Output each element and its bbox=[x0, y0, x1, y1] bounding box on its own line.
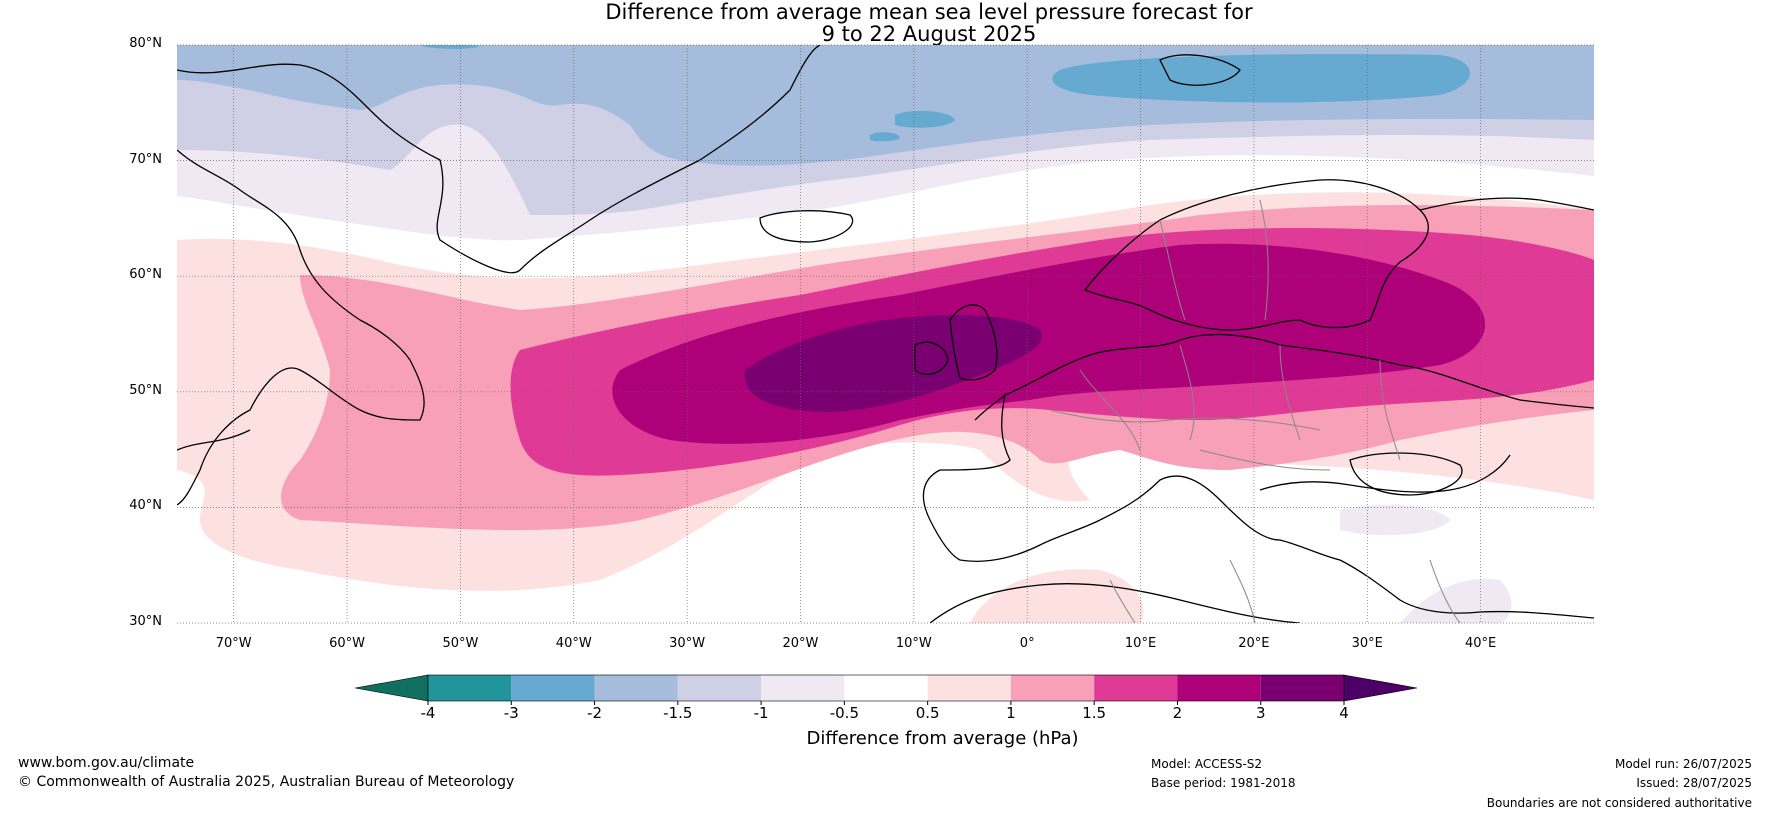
colorbar-swatch bbox=[1260, 675, 1344, 701]
colorbar-swatch bbox=[844, 675, 928, 701]
contour-neg-20d bbox=[420, 45, 480, 49]
disclaimer-text: Boundaries are not considered authoritat… bbox=[1486, 796, 1752, 810]
lat-tick-label: 60°N bbox=[129, 267, 162, 283]
model-text: Model: ACCESS-S2 bbox=[1151, 757, 1263, 771]
lon-tick-label: 10°W bbox=[895, 636, 932, 651]
colorbar-tick-label: -4 bbox=[420, 704, 436, 722]
colorbar-tick-label: -2 bbox=[587, 704, 603, 722]
colorbar-tick-label: 4 bbox=[1339, 704, 1349, 722]
colorbar-tick-label: 2 bbox=[1172, 704, 1183, 722]
colorbar-tick-label: -0.5 bbox=[829, 704, 859, 722]
contour-neg-20 bbox=[1052, 53, 1470, 103]
website-text: www.bom.gov.au/climate bbox=[18, 755, 195, 771]
lon-tick-label: 0° bbox=[1019, 636, 1035, 651]
lon-tick-label: 30°W bbox=[669, 636, 706, 651]
colorbar-label: Difference from average (hPa) bbox=[806, 728, 1079, 749]
lon-tick-label: 10°E bbox=[1124, 636, 1157, 651]
colorbar-swatch bbox=[1177, 675, 1261, 701]
lon-tick-label: 40°E bbox=[1464, 636, 1497, 651]
colorbar-tick-label: 0.5 bbox=[915, 704, 940, 722]
colorbar-swatch bbox=[428, 675, 512, 701]
colorbar-tick-label: -1.5 bbox=[663, 704, 693, 722]
colorbar-min-extend bbox=[354, 674, 429, 702]
colorbar-tick-label: 1 bbox=[1006, 704, 1016, 722]
issued-text: Issued: 28/07/2025 bbox=[1636, 776, 1752, 790]
country-borders bbox=[1049, 199, 1461, 623]
contour-neg-20c bbox=[870, 132, 900, 142]
lon-tick-label: 50°W bbox=[442, 636, 479, 651]
colorbar-swatch bbox=[927, 675, 1011, 701]
copyright-text: © Commonwealth of Australia 2025, Austra… bbox=[18, 774, 515, 790]
colorbar-swatch bbox=[594, 675, 678, 701]
map-title: Difference from average mean sea level p… bbox=[605, 0, 1253, 24]
map-subtitle: 9 to 22 August 2025 bbox=[821, 22, 1037, 46]
lon-tick-label: 20°E bbox=[1238, 636, 1270, 651]
contour-neg-05-med bbox=[1340, 504, 1450, 536]
lon-tick-label: 30°E bbox=[1351, 636, 1383, 651]
lat-tick-label: 70°N bbox=[129, 151, 162, 167]
colorbar-swatch bbox=[677, 675, 762, 701]
lon-tick-label: 60°W bbox=[329, 636, 365, 651]
lon-tick-label: 40°W bbox=[555, 636, 592, 651]
lat-tick-label: 40°N bbox=[129, 498, 162, 514]
colorbar-outline bbox=[427, 674, 1345, 702]
contour-neg-20b bbox=[895, 110, 955, 128]
lon-tick-label: 70°W bbox=[215, 636, 252, 651]
lat-tick-label: 30°N bbox=[129, 614, 162, 629]
base-period-text: Base period: 1981-2018 bbox=[1151, 776, 1296, 790]
contour-pos-05-africa bbox=[970, 569, 1144, 623]
colorbar-tick-label: -3 bbox=[503, 704, 519, 722]
colorbar-swatch bbox=[511, 675, 595, 701]
lat-tick-label: 50°N bbox=[129, 382, 162, 398]
graticule bbox=[177, 44, 1594, 624]
colorbar-swatch bbox=[1010, 675, 1095, 701]
colorbar-tick-label: 3 bbox=[1255, 704, 1266, 722]
model-run-text: Model run: 26/07/2025 bbox=[1614, 757, 1752, 771]
lon-tick-label: 20°W bbox=[782, 636, 819, 651]
colorbar-tick-label: 1.5 bbox=[1082, 704, 1107, 722]
lat-tick-label: 80°N bbox=[129, 36, 162, 51]
colorbar-swatch bbox=[761, 675, 845, 701]
colorbar-swatch bbox=[1094, 675, 1178, 701]
colorbar-tick-label: -1 bbox=[753, 704, 769, 722]
contour-pos-30 bbox=[744, 315, 1042, 412]
colorbar-max-extend bbox=[1343, 674, 1418, 702]
